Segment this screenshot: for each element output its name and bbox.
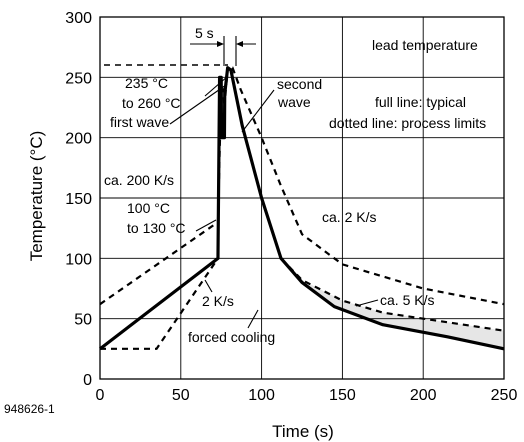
label-second-wave-1: second xyxy=(277,76,322,92)
leader-preheat xyxy=(195,219,217,232)
series-typical-line xyxy=(99,66,505,351)
leader-rate-5-cool xyxy=(355,299,379,307)
leader-second-wave xyxy=(241,89,275,133)
y-tick-label-200: 200 xyxy=(65,131,92,148)
y-tick-label-250: 250 xyxy=(65,70,92,87)
legend-dotted-line-limits: dotted line: process limits xyxy=(329,115,486,131)
leader-first-wave xyxy=(169,84,227,125)
label-peak-range-1: 235 °C xyxy=(125,75,168,91)
label-preheat-2: to 130 °C xyxy=(127,220,186,236)
x-tick-label-250: 250 xyxy=(491,387,518,404)
legend-full-line-typical: full line: typical xyxy=(375,94,466,110)
five-s-arrowhead-left xyxy=(217,41,224,47)
label-rate-5-cool: ca. 5 K/s xyxy=(380,292,434,308)
y-tick-label-300: 300 xyxy=(65,10,92,27)
five-s-arrowhead-right xyxy=(236,41,243,47)
x-tick-label-50: 50 xyxy=(172,387,190,404)
label-five-seconds: 5 s xyxy=(195,25,214,41)
figure-id: 948626-1 xyxy=(4,402,55,416)
y-axis-title: Temperature (°C) xyxy=(27,131,46,262)
label-peak-range-2: to 260 °C xyxy=(122,95,181,111)
label-rate-2-heat: 2 K/s xyxy=(202,293,234,309)
label-first-wave: first wave xyxy=(110,114,169,130)
x-tick-label-200: 200 xyxy=(410,387,437,404)
x-axis-title: Time (s) xyxy=(272,422,334,441)
label-second-wave-2: wave xyxy=(277,94,311,110)
x-tick-label-150: 150 xyxy=(329,387,356,404)
label-preheat-1: 100 °C xyxy=(127,200,170,216)
label-rate-200: ca. 200 K/s xyxy=(104,172,174,188)
y-tick-label-100: 100 xyxy=(65,251,92,268)
x-tick-label-0: 0 xyxy=(96,387,105,404)
legend-lead-temperature: lead temperature xyxy=(372,37,478,53)
x-tick-label-100: 100 xyxy=(248,387,275,404)
leader-peak-range xyxy=(204,75,229,97)
y-tick-label-50: 50 xyxy=(74,312,92,329)
y-tick-label-0: 0 xyxy=(83,372,92,389)
annotation-leaders xyxy=(104,36,379,329)
leader-rate-2-heat xyxy=(204,279,213,293)
label-forced-cooling: forced cooling xyxy=(188,329,275,345)
plot-frame xyxy=(99,16,505,380)
label-rate-2-cool: ca. 2 K/s xyxy=(322,209,376,225)
leader-forced-cooling xyxy=(247,309,259,329)
y-tick-label-150: 150 xyxy=(65,191,92,208)
